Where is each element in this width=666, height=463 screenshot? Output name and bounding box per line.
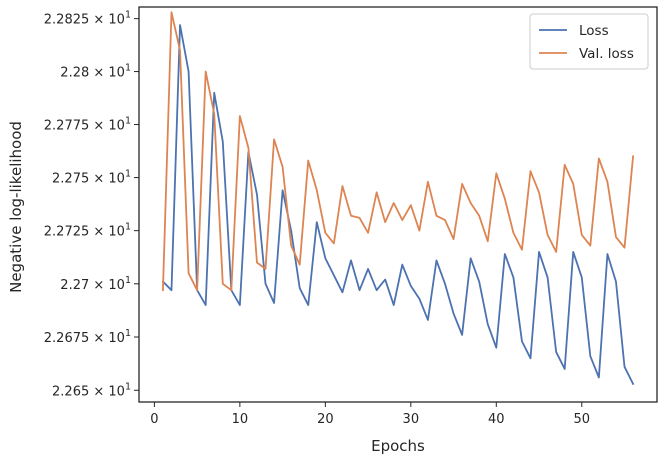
y-tick-label: 2.27 × 101 [60,275,131,293]
x-tick-label: 10 [232,412,249,427]
series-lines [161,11,635,386]
y-axis: 2.265 × 101 2.2675 × 101 2.27 × 101 2.2725 … [44,10,139,399]
y-tick-label: 2.28 × 101 [60,63,131,81]
y-axis-label: Negative log-likelihood [7,121,25,293]
legend-box [529,13,649,70]
series-line-val-loss [162,11,635,292]
y-tick-label: 2.265 × 101 [52,381,131,399]
legend-label-val-loss: Val. loss [579,46,634,62]
x-axis: 0 10 20 30 40 50 [150,402,590,427]
x-tick-label: 30 [403,412,420,427]
y-tick-label: 2.2725 × 101 [44,222,131,240]
y-tick-label: 2.2775 × 101 [44,116,131,134]
y-tick-label: 2.2825 × 101 [44,10,131,28]
legend: Loss Val. loss [529,13,649,70]
x-tick-label: 50 [574,412,591,427]
plot-frame [138,6,658,403]
x-tick-label: 20 [317,412,334,427]
legend-label-loss: Loss [579,23,609,39]
series-line-loss [161,24,635,386]
x-tick-label: 0 [150,412,158,427]
y-tick-label: 2.2675 × 101 [44,328,131,346]
x-axis-label: Epochs [371,437,425,455]
y-tick-label: 2.275 × 101 [52,169,131,187]
x-tick-label: 40 [488,412,505,427]
